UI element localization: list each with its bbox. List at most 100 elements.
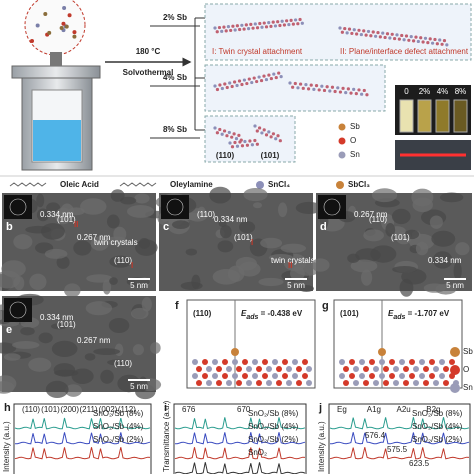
grain [80, 198, 107, 215]
atom [242, 27, 246, 31]
lattice-atom [429, 373, 435, 379]
lattice-atom [343, 380, 349, 386]
atom [230, 135, 234, 139]
grain [363, 229, 384, 242]
atom [277, 71, 281, 75]
atom [262, 74, 266, 78]
fft-inset [4, 298, 32, 322]
grain [411, 188, 434, 207]
atom [293, 18, 298, 22]
panel-label: d [320, 221, 327, 233]
lattice-atom [196, 366, 202, 372]
ligand: Oleylamine [170, 180, 213, 189]
lattice-atom [433, 380, 439, 386]
atom [262, 128, 266, 132]
lattice-atom [399, 359, 405, 365]
atom [249, 22, 253, 27]
atom [414, 35, 418, 39]
atom [244, 23, 248, 27]
chain [9, 182, 47, 187]
value: = -1.707 eV [405, 309, 449, 318]
atom [229, 28, 233, 33]
peak-label: 676 [182, 405, 196, 414]
atom [390, 32, 394, 36]
atom [347, 27, 352, 31]
grain [277, 202, 288, 218]
ligand: SbCl₃ [348, 180, 370, 189]
lattice-atom [349, 359, 355, 365]
lattice-atom [439, 373, 445, 379]
molecule [35, 23, 40, 28]
tem-annotation: 0.267 nm [77, 233, 111, 242]
atom [435, 42, 439, 46]
atom [253, 22, 257, 26]
doping-label: 8% Sb [163, 125, 187, 134]
atom [317, 88, 321, 92]
grain [227, 265, 245, 282]
atom [253, 138, 257, 143]
atom [230, 84, 234, 89]
fft-ring [9, 301, 27, 319]
molecule [59, 25, 64, 30]
peak-label: (200) [60, 405, 79, 414]
atom [233, 28, 237, 32]
atom [338, 90, 343, 94]
grain [392, 266, 417, 274]
lattice-atom [196, 380, 202, 386]
lattice-atom [306, 380, 312, 386]
lattice-atom [383, 380, 389, 386]
atom [257, 75, 261, 79]
lattice-atom [439, 359, 445, 365]
lattice-atom [429, 359, 435, 365]
atom [312, 87, 316, 91]
atom [272, 72, 276, 76]
lattice-atom [246, 380, 252, 386]
y-axis-label: Intensity (a.u.) [2, 421, 11, 472]
atom [278, 139, 282, 143]
atom [445, 43, 449, 47]
grain [36, 208, 50, 222]
atom [255, 26, 260, 30]
grain [239, 221, 256, 234]
grain [209, 186, 232, 204]
panel-label: h [4, 402, 11, 414]
grain [385, 223, 396, 237]
facet: (110) [216, 151, 235, 160]
atom [259, 78, 264, 83]
scale-label: 5 nm [130, 281, 148, 290]
lattice-atom [276, 366, 282, 372]
vial-label: 0 [404, 87, 409, 96]
atom [273, 24, 278, 28]
peak-position: 623.5 [409, 459, 430, 468]
grain [431, 230, 456, 247]
grain [84, 353, 96, 361]
atom [269, 76, 273, 81]
plot-frame [328, 403, 471, 474]
series-label: SnO₂/Sb (2%) [412, 435, 463, 444]
grain [110, 189, 125, 202]
atom [240, 144, 245, 148]
grain [260, 237, 283, 249]
scale-label: 5 nm [287, 281, 305, 290]
atom [397, 37, 401, 41]
grain [109, 277, 118, 285]
lattice-atom [363, 366, 369, 372]
grain [130, 307, 149, 320]
peak-label: (002) [99, 405, 118, 414]
atom [376, 30, 380, 35]
lattice-atom [393, 366, 399, 372]
series-label: SnO₂/Sb (4%) [248, 422, 299, 431]
tem-annotation: II [74, 220, 78, 229]
atom [322, 88, 327, 93]
vial-label: 4% [437, 87, 449, 96]
spectrum [174, 462, 306, 474]
molecule [30, 38, 35, 43]
atom [341, 86, 345, 90]
atom-legend: Sb [463, 347, 473, 356]
peak-position: 576.4 [365, 431, 386, 440]
atom-legend: Sb [350, 122, 360, 131]
lattice-atom [363, 380, 369, 386]
lattice-atom [423, 380, 429, 386]
atom [352, 28, 356, 32]
panel-label: i [164, 402, 167, 414]
